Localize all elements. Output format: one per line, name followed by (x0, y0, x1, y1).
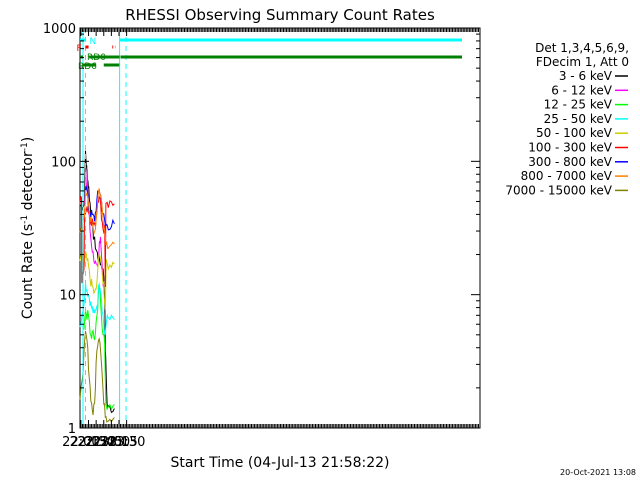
plot-area (79, 27, 481, 429)
x-tick-label: 22:15 (70, 435, 107, 450)
series-line-1 (83, 169, 105, 295)
y-tick-label: 1000 (43, 22, 76, 37)
legend-entry-label: 25 - 50 keV (544, 112, 613, 126)
legend-entry-label: 50 - 100 keV (536, 126, 613, 140)
legend-entry-label: 100 - 300 keV (528, 141, 612, 155)
y-label-part1: Count Rate (s (20, 224, 36, 319)
rd0-flag-label: RD0 (87, 53, 106, 63)
legend-entry-label: 3 - 6 keV (559, 69, 613, 83)
chart-title: RHESSI Observing Summary Count Rates (125, 6, 435, 24)
x-tick-label: 22:30 (77, 435, 114, 450)
legend-entry-label: 6 - 12 keV (551, 83, 613, 97)
legend-entry-label: 12 - 25 keV (544, 98, 613, 112)
series-line-5 (79, 195, 115, 288)
x-tick-label: 22:45 (85, 435, 122, 450)
x-tick-label: 23:15 (100, 435, 137, 450)
series-line-3 (79, 281, 115, 335)
y-axis-label: Count Rate (s-1 detector-1) (20, 137, 36, 319)
y-label-part2: detector (20, 151, 36, 215)
series-line-4 (79, 251, 115, 310)
x-tick-label: 23:00 (93, 435, 130, 450)
x-tick-label: 22:00 (62, 435, 99, 450)
x-axis-label: Start Time (04-Jul-13 21:58:22) (170, 455, 389, 471)
y-tick-label: 10 (59, 289, 76, 304)
legend-entry-label: 300 - 800 keV (528, 155, 612, 169)
y-tick-label: 100 (51, 155, 76, 170)
legend-entry-label: 800 - 7000 keV (521, 169, 613, 183)
y-tick-label: 1 (68, 422, 76, 437)
y-label-part3: ) (20, 137, 36, 142)
legend-entry-label: 7000 - 15000 keV (505, 183, 612, 197)
series-line-8 (79, 331, 115, 423)
x-tick-label: 23:30 (108, 435, 145, 450)
series-line-2 (83, 285, 115, 411)
legend-header-line1: Det 1,3,4,5,6,9, (535, 41, 629, 55)
y-label-sup1: -1 (20, 215, 30, 224)
rd6-flag-label: RD6 (78, 62, 97, 72)
y-label-sup2: -1 (20, 142, 30, 151)
series-layer (79, 150, 115, 423)
footer-date: 20-Oct-2021 13:08 (560, 468, 636, 477)
legend-header-line2: FDecim 1, Att 0 (536, 55, 629, 69)
flare-flag-label: F (76, 44, 81, 54)
night-flag-label: N (89, 37, 96, 47)
plot-frame (79, 27, 481, 429)
series-line-6 (84, 186, 115, 231)
legend: Det 1,3,4,5,6,9, FDecim 1, Att 0 3 - 6 k… (505, 41, 629, 197)
